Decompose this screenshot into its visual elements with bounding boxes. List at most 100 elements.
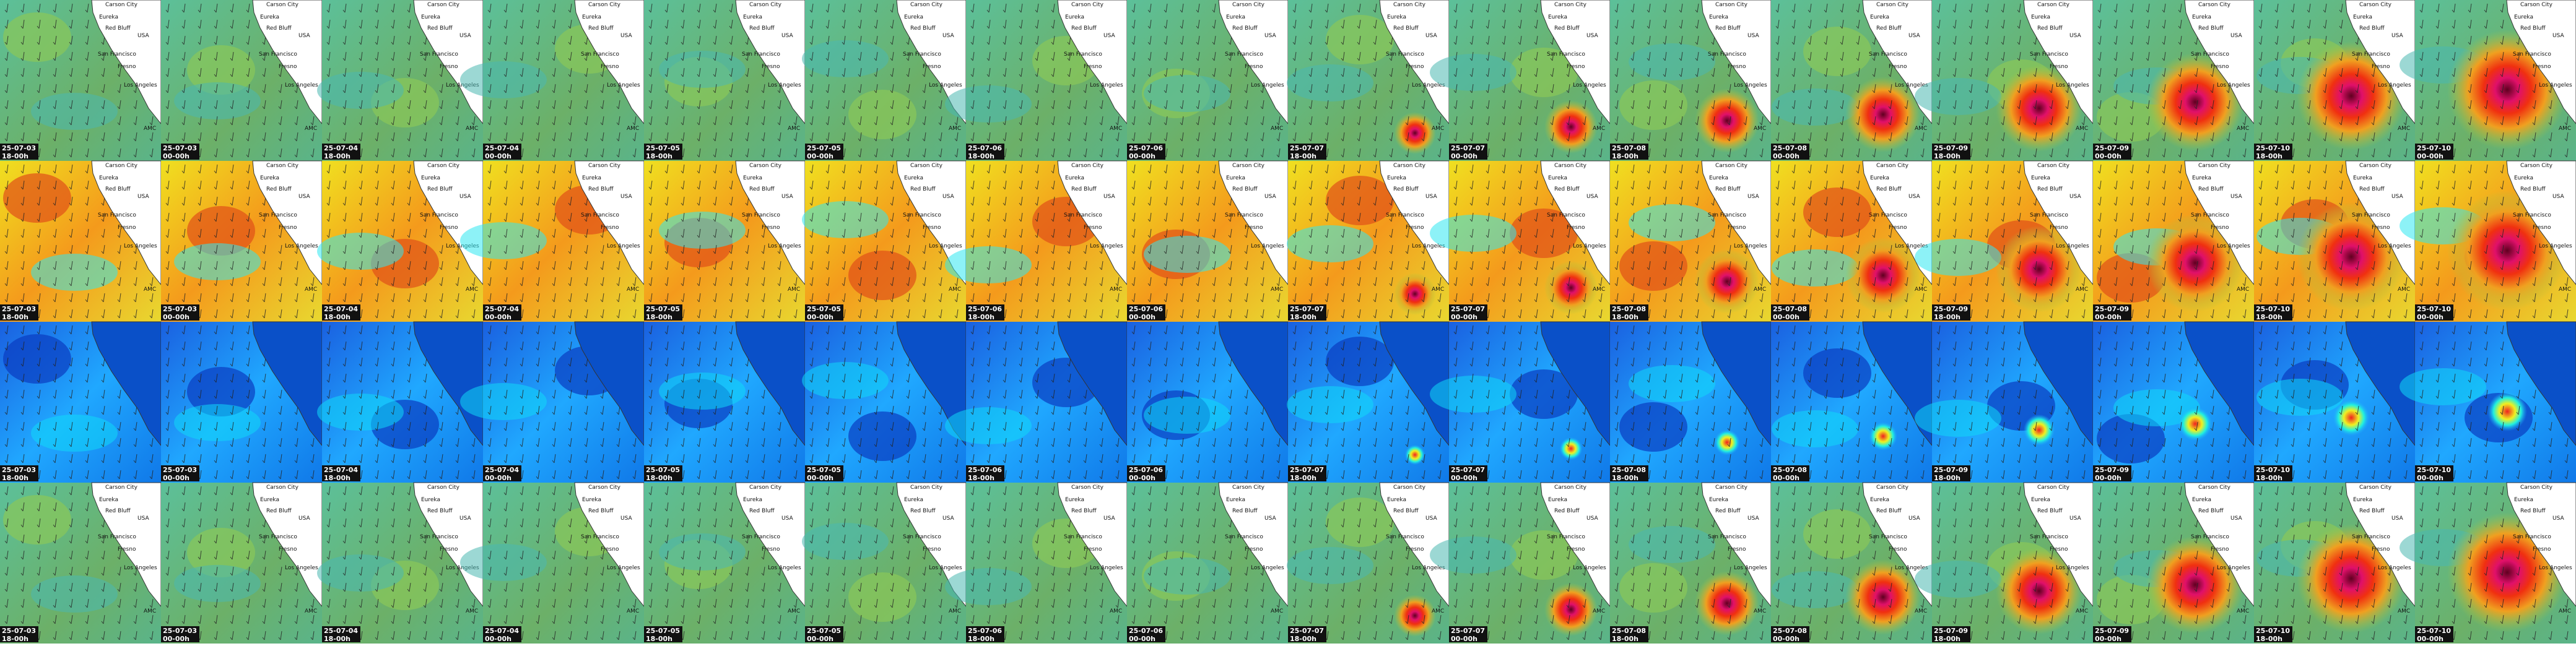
date-label: 25-07-08 (1773, 627, 1807, 635)
place-label: Carson City (910, 484, 943, 491)
date-label: 25-07-07 (1290, 305, 1324, 313)
place-label: USA (781, 33, 793, 39)
date-label: 25-07-05 (646, 627, 680, 635)
map-tile: Carson City Eureka Red Bluff San Francisco F… (644, 482, 806, 644)
place-label: Eureka (99, 497, 118, 503)
map-tile: Carson City Eureka Red Bluff San Francisco F… (802, 0, 967, 161)
place-label: USA (298, 33, 310, 39)
map-tile: Carson City Eureka Red Bluff San Francisco F… (1430, 160, 1611, 322)
date-label: 25-07-05 (807, 144, 841, 152)
map-tile: Carson City Eureka Red Bluff San Francisco F… (1915, 0, 2094, 161)
place-label: AMC (2237, 608, 2249, 614)
place-label: Red Bluff (2359, 25, 2385, 32)
place-label: Fresno (923, 225, 941, 231)
place-label: Carson City (2520, 484, 2553, 491)
place-label: AMC (466, 608, 478, 614)
place-label: Fresno (440, 64, 458, 70)
place-label: Carson City (266, 2, 299, 8)
time-label: 00-00h (163, 152, 189, 160)
place-label: Fresno (118, 546, 136, 553)
map-tile: Carson City Eureka Red Bluff San Francisco F… (1430, 0, 1611, 161)
place-label: Los Angeles (2056, 82, 2089, 88)
place-label: Eureka (1548, 175, 1567, 181)
time-label: 18-00h (968, 152, 994, 160)
time-label: 18-00h (2256, 474, 2282, 482)
place-label: USA (137, 33, 149, 39)
place-label: Carson City (266, 484, 299, 491)
date-box (483, 304, 521, 321)
place-label: Carson City (427, 163, 460, 169)
place-label: Red Bluff (749, 25, 775, 32)
date-box (1449, 465, 1487, 481)
date-box (1771, 465, 1809, 481)
place-label: Red Bluff (1232, 186, 1258, 192)
date-box (1127, 626, 1165, 642)
date-label: 25-07-08 (1773, 305, 1807, 313)
place-label: Los Angeles (1251, 82, 1284, 88)
place-label: USA (1908, 515, 1920, 522)
date-label: 25-07-03 (163, 627, 197, 635)
date-box (161, 304, 199, 321)
date-box (644, 304, 682, 321)
place-label: Los Angeles (1895, 243, 1928, 249)
place-label: San Francisco (259, 51, 297, 58)
place-label: San Francisco (581, 534, 619, 540)
date-label: 25-07-09 (2095, 144, 2129, 152)
map-tile: Carson City Eureka Red Bluff San Francisco F… (1915, 482, 2094, 644)
date-box (2415, 626, 2453, 642)
date-box (2254, 304, 2292, 321)
place-label: Fresno (440, 225, 458, 231)
date-box (0, 626, 38, 642)
place-label: Fresno (2372, 225, 2390, 231)
time-label: 00-00h (1129, 474, 1155, 482)
place-label: San Francisco (98, 212, 136, 218)
time-label: 18-00h (2256, 635, 2282, 643)
place-label: Los Angeles (2056, 565, 2089, 571)
place-label: Fresno (2211, 546, 2229, 553)
place-label: Los Angeles (1251, 243, 1284, 249)
date-label: 25-07-10 (2256, 466, 2290, 474)
date-label: 25-07-07 (1451, 305, 1485, 313)
place-label: Eureka (904, 175, 923, 181)
place-label: Red Bluff (2520, 508, 2546, 514)
place-label: San Francisco (903, 51, 941, 58)
place-label: Fresno (2211, 225, 2229, 231)
date-box (483, 144, 521, 160)
date-box (644, 465, 682, 481)
place-label: Fresno (2533, 546, 2551, 553)
place-label: San Francisco (1708, 534, 1746, 540)
place-label: AMC (1432, 608, 1444, 614)
place-label: AMC (2559, 126, 2571, 132)
time-label: 00-00h (1451, 152, 1477, 160)
place-label: Red Bluff (2037, 25, 2063, 32)
place-label: Los Angeles (1090, 565, 1123, 571)
time-label: 00-00h (1773, 152, 1799, 160)
place-label: Carson City (749, 163, 782, 169)
time-label: 00-00h (1451, 474, 1477, 482)
place-label: Carson City (105, 163, 138, 169)
map-tile: Carson City Eureka Red Bluff San Francisco F… (0, 482, 162, 644)
time-label: 00-00h (807, 152, 833, 160)
place-label: Fresno (1889, 225, 1907, 231)
place-label: Fresno (1084, 225, 1102, 231)
date-box (0, 465, 38, 481)
date-box (322, 304, 360, 321)
place-label: San Francisco (1064, 51, 1102, 58)
time-label: 18-00h (1612, 635, 1638, 643)
place-label: Fresno (601, 225, 619, 231)
date-label: 25-07-08 (1612, 144, 1646, 152)
time-label: 18-00h (1934, 635, 1960, 643)
place-label: Fresno (1889, 546, 1907, 553)
place-label: Carson City (749, 484, 782, 491)
date-box (1288, 304, 1326, 321)
date-box (322, 465, 360, 481)
place-label: Fresno (762, 225, 780, 231)
place-label: Eureka (1870, 175, 1889, 181)
map-tile: Carson City Eureka Red Bluff San Francisco F… (2093, 0, 2255, 161)
place-label: USA (1586, 194, 1598, 200)
place-label: San Francisco (2191, 212, 2229, 218)
place-label: Los Angeles (1251, 565, 1284, 571)
